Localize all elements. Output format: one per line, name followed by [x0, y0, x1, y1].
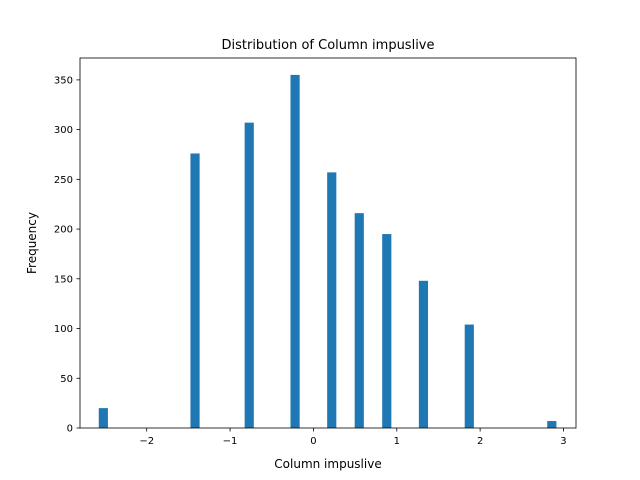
x-tick-label: −1 [223, 436, 238, 447]
histogram-bar-4 [327, 172, 337, 428]
histogram-bar-3 [290, 74, 300, 428]
x-axis-label: Column impuslive [274, 457, 381, 471]
y-tick-label: 250 [54, 175, 73, 186]
y-tick-label: 300 [54, 125, 73, 136]
histogram-bar-6 [382, 234, 392, 428]
y-tick-label: 100 [54, 324, 73, 335]
bars-group [98, 74, 557, 429]
x-tick-label: −2 [139, 436, 154, 447]
x-tick-label: 1 [394, 436, 400, 447]
y-tick-label: 350 [54, 75, 73, 86]
histogram-bar-8 [464, 324, 474, 428]
y-axis-ticks: 0 50 100 150 200 250 300 350 [54, 75, 80, 435]
x-tick-label: 3 [560, 436, 566, 447]
plot-frame [79, 57, 577, 429]
x-tick-label: 0 [310, 436, 316, 447]
histogram-bar-9 [547, 421, 557, 428]
y-tick-label: 0 [67, 424, 73, 435]
histogram-bar-0 [98, 408, 108, 428]
y-axis-label: Frequency [25, 212, 39, 274]
histogram-bar-1 [190, 153, 200, 429]
histogram-bar-2 [244, 122, 254, 429]
y-tick-label: 200 [54, 225, 73, 236]
chart-title: Distribution of Column impuslive [221, 38, 434, 53]
y-tick-label: 150 [54, 274, 73, 285]
x-tick-label: 2 [477, 436, 483, 447]
x-axis-ticks: −2 −1 0 1 2 3 [139, 428, 567, 447]
histogram-bar-5 [354, 213, 364, 428]
histogram-bar-7 [418, 280, 429, 428]
y-tick-label: 50 [60, 374, 73, 385]
